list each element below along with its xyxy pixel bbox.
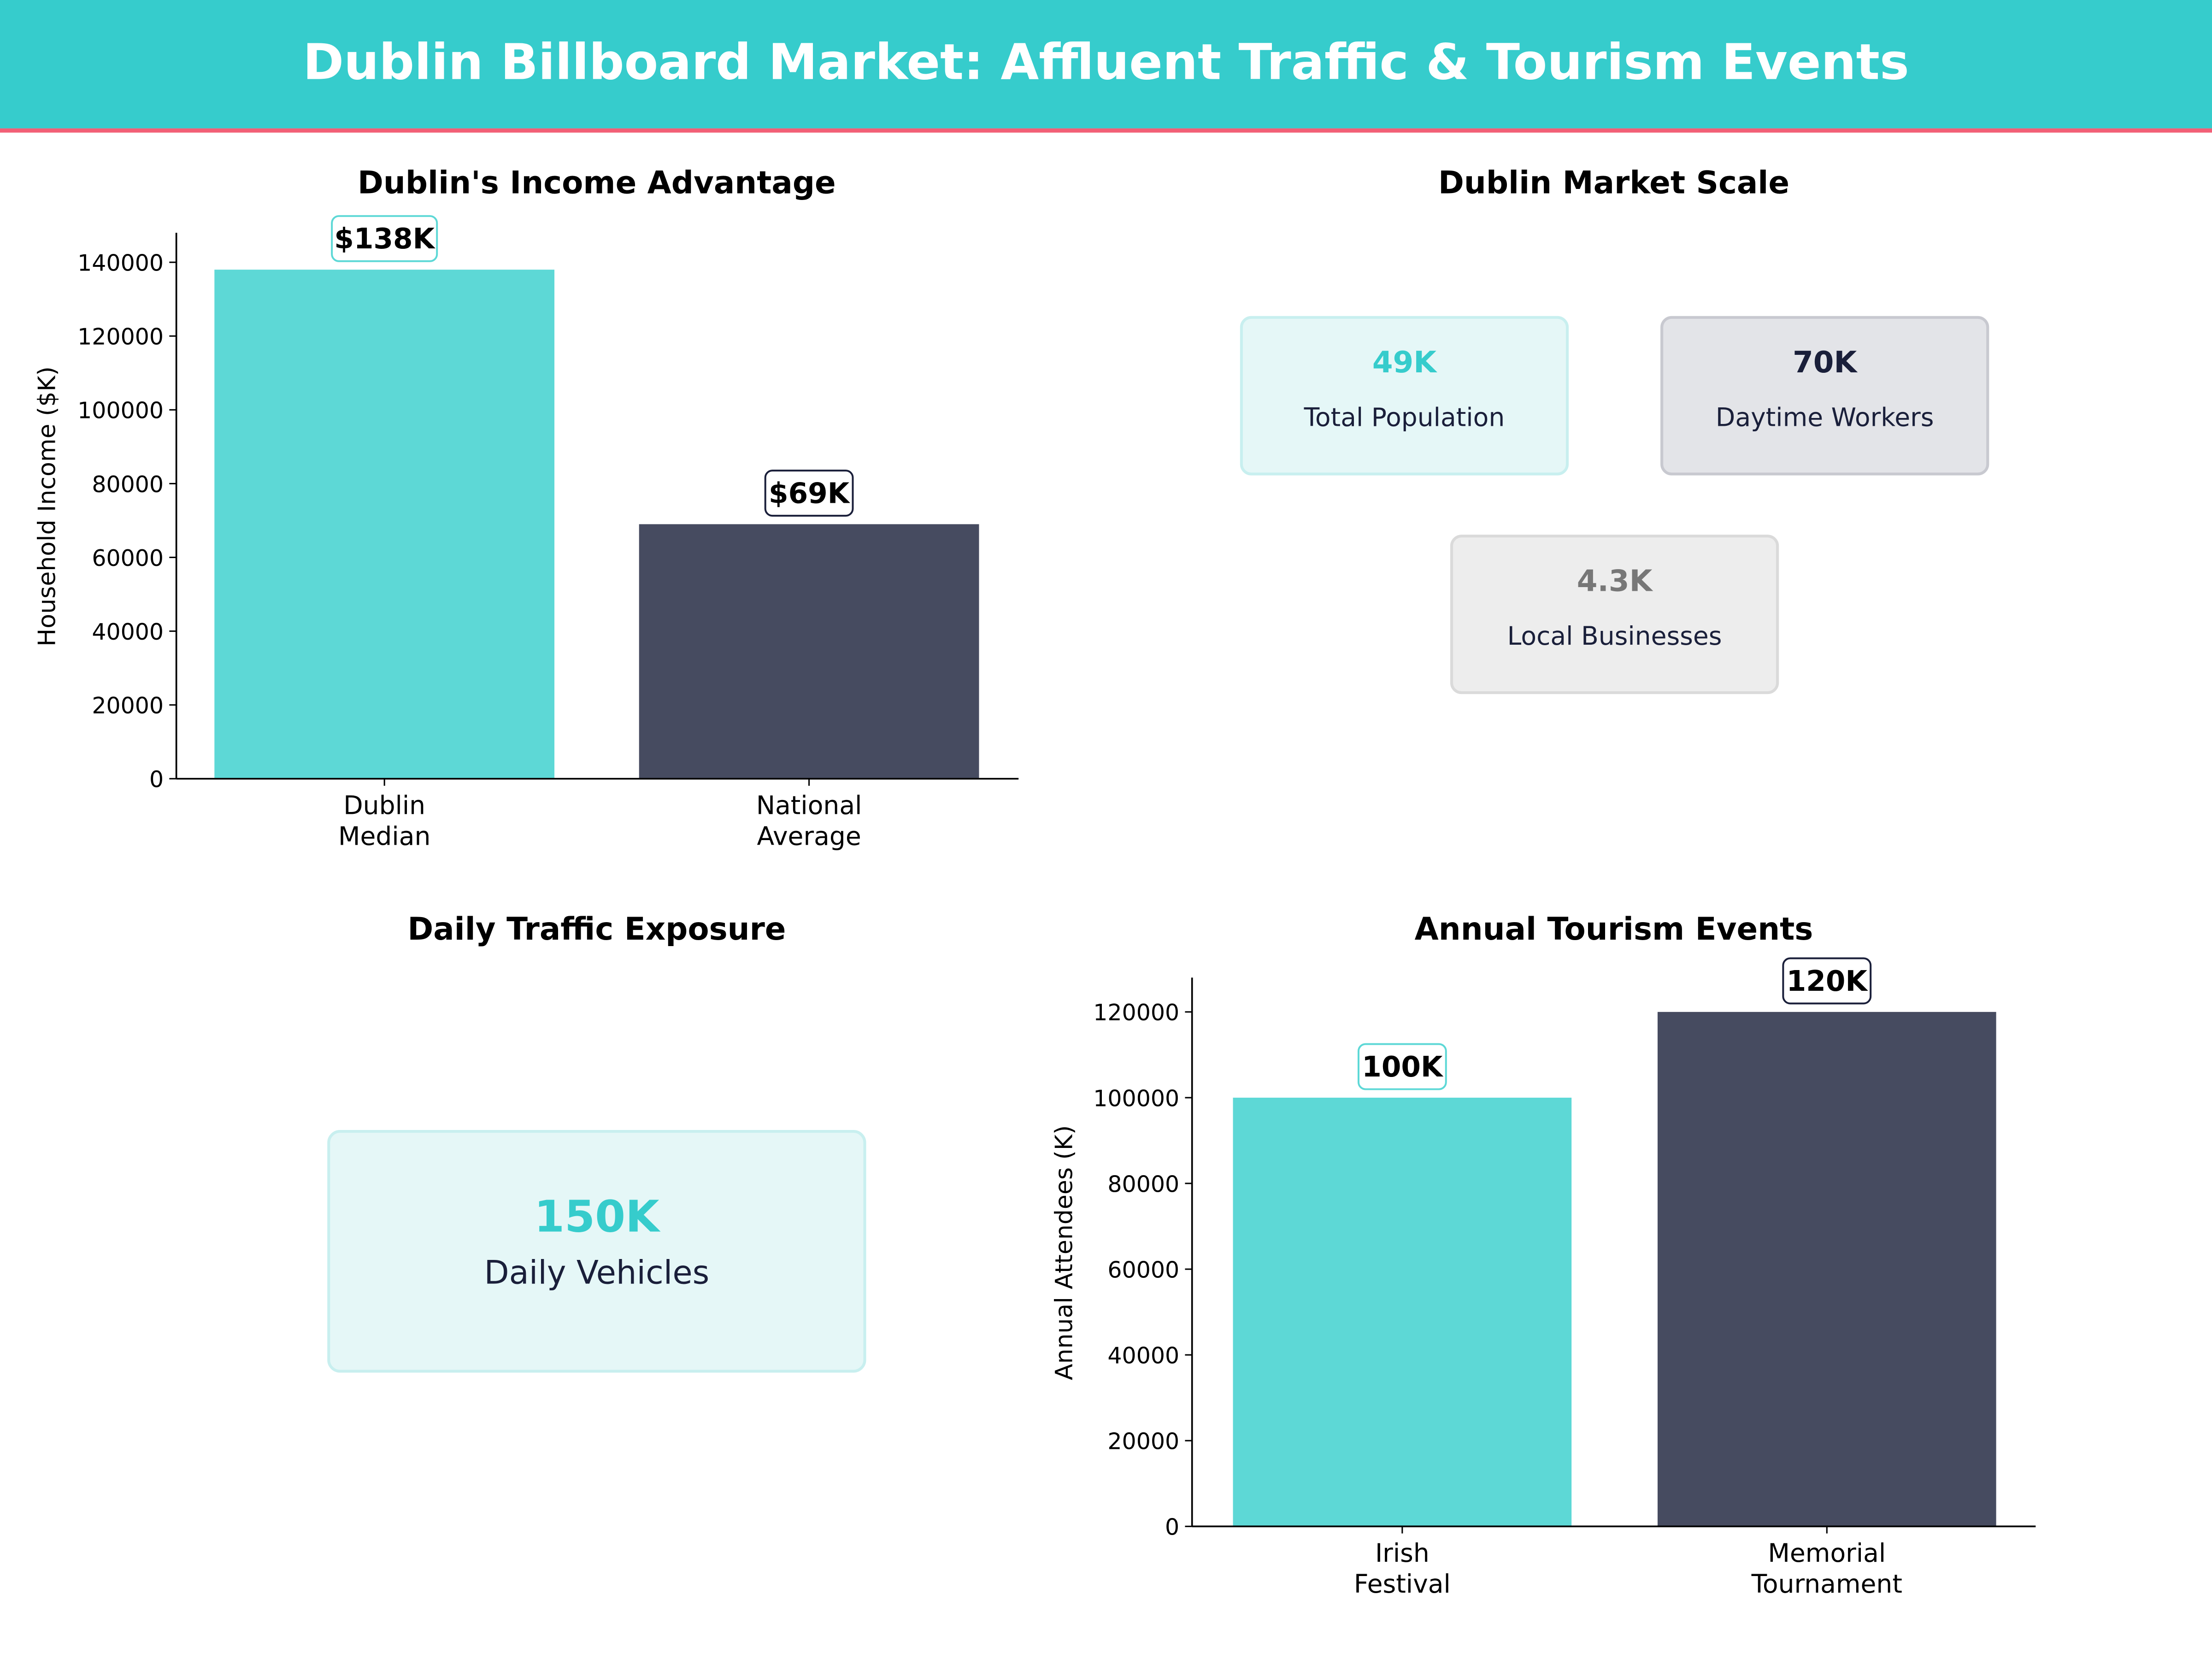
- y-tick-label: 80000: [1107, 1171, 1179, 1197]
- traffic-value: 150K: [534, 1191, 661, 1242]
- y-axis-label: Household Income ($K): [33, 366, 61, 647]
- stat-card-population: 49K Total Population: [1240, 316, 1569, 476]
- data-label: 100K: [1362, 1051, 1444, 1083]
- page-title: Dublin Billboard Market: Affluent Traffi…: [303, 34, 1909, 91]
- bar: [639, 524, 979, 779]
- data-label-box: [764, 470, 854, 517]
- x-tick-label: Average: [757, 822, 861, 851]
- y-tick-label: 60000: [92, 545, 164, 571]
- y-tick-label: 100000: [1093, 1085, 1179, 1112]
- stat-label: Local Businesses: [1507, 621, 1722, 651]
- traffic-panel: Daily Traffic Exposure 150K Daily Vehicl…: [327, 911, 866, 1373]
- header-bar: [0, 0, 2212, 129]
- bar: [1233, 1097, 1572, 1527]
- chart-title: Annual Tourism Events: [1415, 911, 1813, 947]
- bar: [214, 270, 555, 779]
- x-tick-label: National: [756, 790, 862, 820]
- bar: [1657, 1012, 1996, 1527]
- y-tick-label: 0: [1165, 1514, 1179, 1541]
- x-tick-label: Irish: [1375, 1538, 1430, 1568]
- tourism-chart: Annual Tourism Events Annual Attendees (…: [1051, 911, 2036, 1599]
- y-tick-label: 0: [149, 766, 164, 793]
- panel-title: Dublin Market Scale: [1438, 164, 1789, 200]
- market-scale-panel: Dublin Market Scale 49K Total Population…: [1240, 164, 1989, 694]
- data-label: $69K: [769, 477, 851, 510]
- panel-title: Daily Traffic Exposure: [407, 911, 786, 947]
- y-tick-label: 20000: [1107, 1429, 1179, 1455]
- income-chart: Dublin's Income Advantage Household Inco…: [33, 164, 1019, 851]
- data-label: 120K: [1787, 965, 1869, 998]
- data-label: $138K: [334, 223, 435, 255]
- traffic-card: 150K Daily Vehicles: [327, 1130, 866, 1373]
- y-tick-label: 100000: [77, 398, 164, 424]
- y-tick-label: 140000: [77, 250, 164, 276]
- traffic-label: Daily Vehicles: [484, 1254, 709, 1292]
- stat-label: Total Population: [1304, 402, 1505, 432]
- x-tick-label: Dublin: [343, 790, 425, 820]
- stat-value: 70K: [1793, 345, 1858, 380]
- y-tick-label: 40000: [1107, 1342, 1179, 1369]
- y-tick-label: 120000: [77, 324, 164, 350]
- stat-card-businesses: 4.3K Local Businesses: [1450, 535, 1779, 694]
- stat-value: 4.3K: [1577, 564, 1653, 599]
- y-tick-label: 40000: [92, 619, 164, 645]
- stat-card-workers: 70K Daytime Workers: [1660, 316, 1989, 476]
- y-tick-label: 20000: [92, 693, 164, 719]
- data-label-box: [1782, 957, 1872, 1005]
- y-tick-label: 80000: [92, 471, 164, 498]
- header-accent-line: [0, 128, 2212, 133]
- x-tick-label: Tournament: [1751, 1569, 1902, 1599]
- y-tick-label: 120000: [1093, 1000, 1179, 1026]
- y-tick-label: 60000: [1107, 1257, 1179, 1283]
- y-axis-label: Annual Attendees (K): [1051, 1125, 1078, 1380]
- data-label-box: [331, 215, 438, 262]
- x-tick-label: Memorial: [1768, 1538, 1886, 1568]
- data-label-box: [1357, 1043, 1447, 1090]
- chart-title: Dublin's Income Advantage: [358, 164, 836, 200]
- x-tick-label: Festival: [1354, 1569, 1451, 1599]
- stat-value: 49K: [1372, 345, 1437, 380]
- x-tick-label: Median: [338, 822, 430, 851]
- stat-label: Daytime Workers: [1716, 402, 1934, 432]
